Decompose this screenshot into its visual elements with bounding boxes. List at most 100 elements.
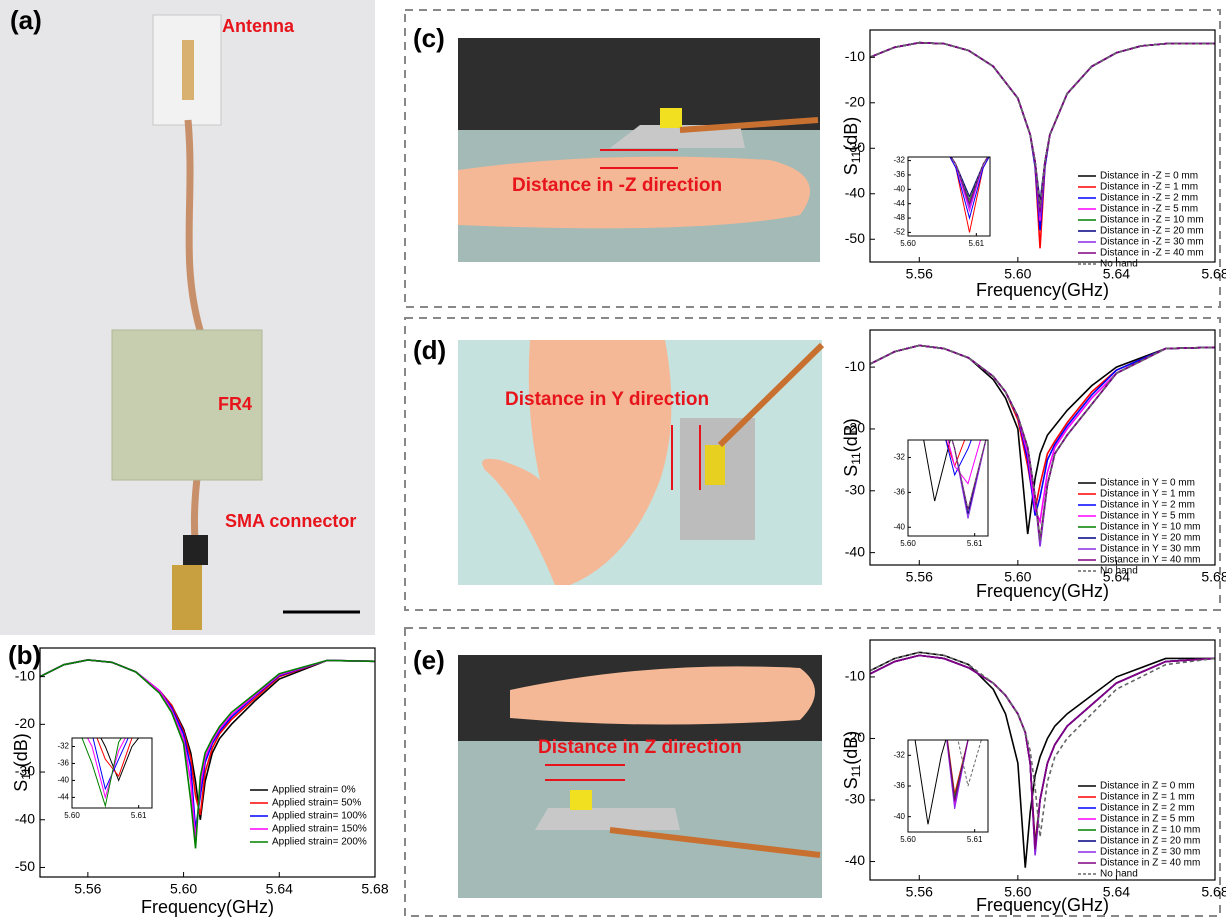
y-axis-label-main: S	[11, 780, 31, 792]
legend-label: Distance in Y = 20 mm	[1100, 533, 1201, 544]
inset-x-tick-label: 5.60	[900, 835, 916, 844]
x-tick-label: 5.68	[1201, 569, 1226, 585]
inset-x-tick-label: 5.61	[967, 835, 983, 844]
y-tick-label: -10	[845, 668, 865, 684]
y-axis-label: S11(dB)	[11, 733, 33, 792]
inset-y-tick-label: -32	[893, 453, 905, 462]
panel-label: (b)	[8, 640, 41, 670]
legend-label: Distance in -Z = 0 mm	[1100, 171, 1198, 182]
figure: (a) Antenna FR4 SMA connector (c) Distan…	[0, 0, 1226, 919]
x-tick-label: 5.64	[266, 881, 293, 897]
y-axis-label: S11(dB)	[841, 117, 863, 176]
legend-label: Distance in Z = 1 mm	[1100, 792, 1195, 803]
inset-y-tick-label: -36	[893, 781, 905, 790]
y-axis-label-unit: (dB)	[11, 733, 31, 767]
panel-label: (e)	[413, 645, 445, 675]
antenna	[705, 445, 725, 485]
inset-y-tick-label: -36	[57, 759, 69, 768]
sma-connector	[172, 565, 202, 630]
x-tick-label: 5.68	[361, 881, 388, 897]
inset-x-tick-label: 5.61	[969, 239, 985, 248]
y-axis-label-sub: 11	[849, 150, 863, 163]
inset-x-tick-label: 5.61	[131, 811, 147, 820]
x-tick-label: 5.60	[170, 881, 197, 897]
y-tick-label: -40	[845, 543, 865, 559]
photo-label: SMA connector	[225, 511, 356, 531]
inset-y-tick-label: -44	[57, 793, 69, 802]
photo-label: Antenna	[222, 16, 295, 36]
inset-y-tick-label: -40	[893, 812, 905, 821]
legend-label: Distance in Z = 40 mm	[1100, 858, 1200, 869]
antenna	[660, 108, 682, 128]
y-tick-label: -30	[845, 481, 865, 497]
inset-background	[908, 157, 990, 236]
x-tick-label: 5.56	[906, 569, 933, 585]
y-tick-label: -20	[15, 715, 35, 731]
legend-label: Distance in Z = 20 mm	[1100, 836, 1200, 847]
inset-y-tick-label: -40	[893, 184, 905, 193]
y-axis-label-sub: 11	[19, 767, 33, 780]
inset-y-tick-label: -48	[893, 213, 905, 222]
legend-label: Distance in -Z = 5 mm	[1100, 204, 1198, 215]
y-axis-label-sub: 11	[849, 452, 863, 465]
connector-sleeve	[183, 535, 208, 565]
x-tick-label: 5.68	[1201, 266, 1226, 282]
legend-label: Distance in Y = 10 mm	[1100, 522, 1201, 533]
y-tick-label: -10	[845, 48, 865, 64]
photo-a: (a) Antenna FR4 SMA connector	[0, 0, 375, 635]
y-tick-label: -40	[845, 852, 865, 868]
y-axis-label-unit: (dB)	[841, 731, 861, 765]
x-tick-label: 5.56	[906, 884, 933, 900]
legend-label: Distance in -Z = 2 mm	[1100, 193, 1198, 204]
legend-label: Applied strain= 0%	[272, 785, 356, 796]
legend-label: Distance in Y = 40 mm	[1100, 555, 1201, 566]
legend-label: No hand	[1100, 259, 1138, 270]
inset-y-tick-label: -36	[893, 487, 905, 496]
y-axis-label-unit: (dB)	[841, 117, 861, 151]
legend-label: Distance in Y = 1 mm	[1100, 489, 1195, 500]
illustration-d: (d) Distance in Y direction	[413, 335, 822, 585]
legend-label: Distance in -Z = 40 mm	[1100, 248, 1204, 259]
x-axis-label: Frequency(GHz)	[141, 897, 274, 917]
y-axis-label-main: S	[841, 163, 861, 175]
legend-label: No hand	[1100, 566, 1138, 577]
y-axis-label-main: S	[841, 777, 861, 789]
legend-label: Applied strain= 150%	[272, 824, 367, 835]
y-tick-label: -50	[845, 230, 865, 246]
inset-y-tick-label: -36	[893, 170, 905, 179]
inset-x-tick-label: 5.61	[967, 539, 983, 548]
legend-label: Distance in Z = 2 mm	[1100, 803, 1195, 814]
legend-label: Applied strain= 200%	[272, 837, 367, 848]
antenna	[570, 790, 592, 810]
legend-label: No hand	[1100, 869, 1138, 880]
legend-label: Distance in Z = 5 mm	[1100, 814, 1195, 825]
legend-label: Distance in Y = 5 mm	[1100, 511, 1195, 522]
panel-label: (c)	[413, 23, 445, 53]
legend-label: Distance in Z = 10 mm	[1100, 825, 1200, 836]
x-tick-label: 5.56	[906, 266, 933, 282]
y-axis-label-main: S	[841, 465, 861, 477]
inset-y-tick-label: -32	[57, 742, 69, 751]
illustration-label: Distance in Z direction	[538, 737, 742, 758]
x-tick-label: 5.68	[1201, 884, 1226, 900]
y-axis-label: S11(dB)	[841, 731, 863, 790]
y-tick-label: -50	[15, 858, 35, 874]
inset-x-tick-label: 5.60	[64, 811, 80, 820]
y-tick-label: -10	[845, 358, 865, 374]
legend-label: Distance in Y = 2 mm	[1100, 500, 1195, 511]
y-axis-label-sub: 11	[849, 764, 863, 777]
inset-y-tick-label: -44	[893, 199, 905, 208]
legend-label: Distance in Z = 0 mm	[1100, 781, 1195, 792]
antenna-trace	[182, 40, 194, 100]
x-tick-label: 5.56	[74, 881, 101, 897]
inset-y-tick-label: -40	[893, 522, 905, 531]
illustration-label: Distance in Y direction	[505, 389, 709, 410]
substrate	[535, 808, 680, 830]
illustration-e: (e) Distance in Z direction	[413, 645, 822, 898]
inset-x-tick-label: 5.60	[900, 539, 916, 548]
x-axis-label: Frequency(GHz)	[976, 581, 1109, 601]
illustration-label: Distance in -Z direction	[512, 175, 722, 196]
legend-label: Distance in Z = 30 mm	[1100, 847, 1200, 858]
legend-label: Applied strain= 50%	[272, 798, 361, 809]
inset-y-tick-label: -32	[893, 750, 905, 759]
